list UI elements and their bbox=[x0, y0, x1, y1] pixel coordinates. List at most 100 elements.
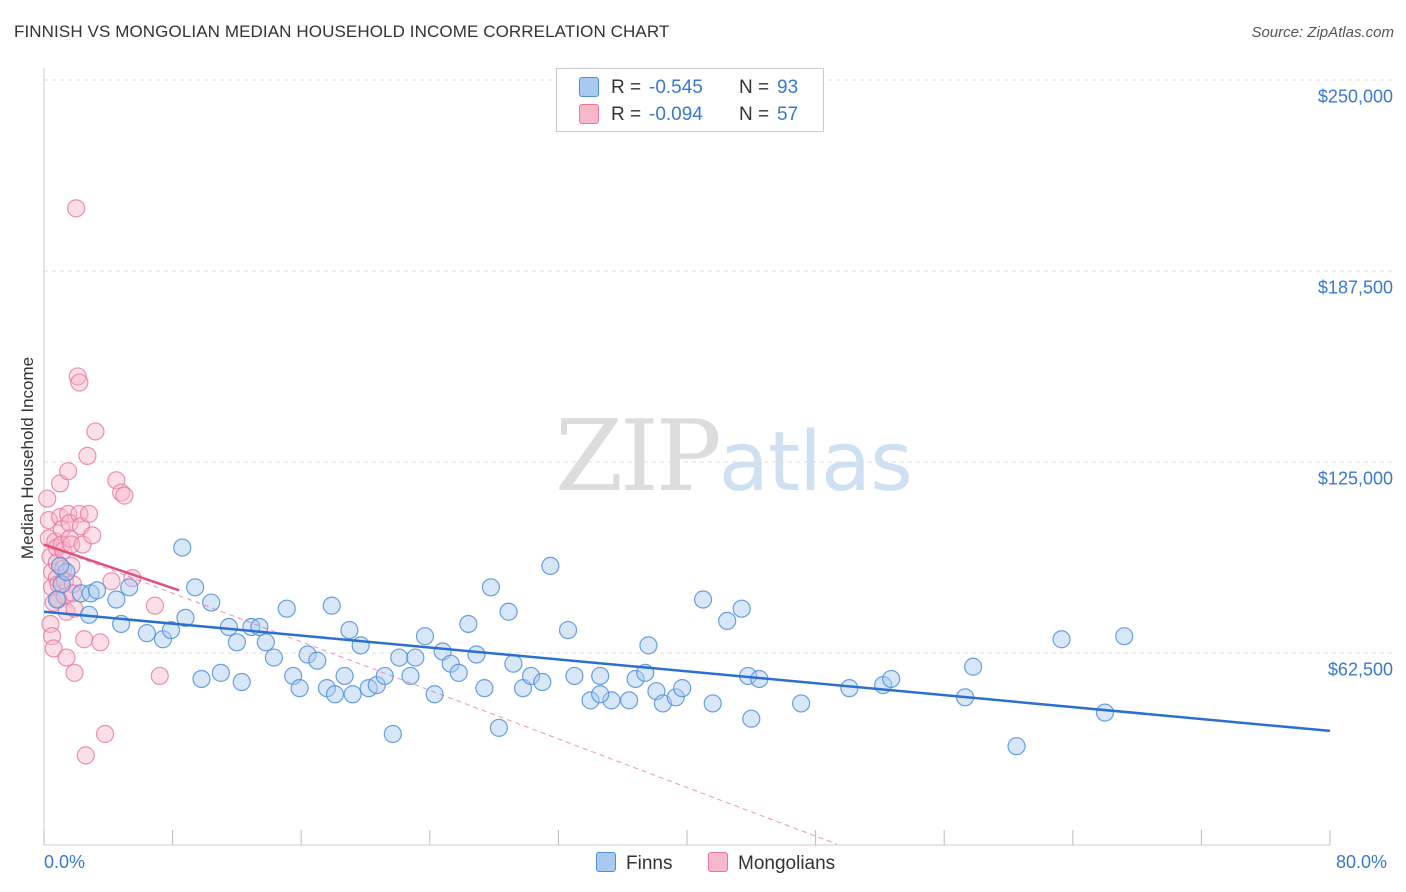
finns-point bbox=[703, 694, 722, 713]
source-label: Source: ZipAtlas.com bbox=[1251, 24, 1394, 41]
finns-point bbox=[87, 581, 107, 600]
finns-point bbox=[504, 654, 523, 673]
finns-point bbox=[1052, 630, 1071, 649]
finns-point bbox=[219, 617, 238, 637]
mongolians-point bbox=[70, 373, 89, 392]
mongolians-point bbox=[68, 367, 87, 386]
finns-point bbox=[964, 657, 983, 676]
mongolians-point bbox=[102, 572, 121, 591]
correlation-legend: R = -0.545 N = 93 R = -0.094 N = 57 bbox=[556, 68, 824, 132]
finns-point bbox=[1115, 627, 1134, 646]
y-axis-label: Median Household Income bbox=[18, 356, 37, 560]
finns-point bbox=[176, 608, 195, 627]
watermark: ZIPatlas bbox=[555, 400, 913, 514]
legend-item-mongolians: Mongolians bbox=[708, 852, 835, 875]
finns-point bbox=[693, 590, 713, 609]
finns-point bbox=[232, 672, 251, 692]
y-tick-label: $62,500 bbox=[1327, 659, 1393, 680]
mongolians-point bbox=[39, 510, 58, 530]
mongolians-point bbox=[44, 639, 63, 658]
watermark-zip: ZIP bbox=[555, 400, 722, 514]
finns-point bbox=[732, 599, 751, 618]
finns-point bbox=[602, 691, 621, 710]
finns-point bbox=[449, 663, 468, 682]
finns-point bbox=[383, 724, 402, 744]
finns-point bbox=[50, 556, 70, 576]
finns-point bbox=[322, 596, 341, 615]
mongolians-point bbox=[38, 489, 57, 508]
finns-point bbox=[591, 666, 610, 686]
finns-point bbox=[256, 633, 275, 652]
finns-point bbox=[173, 538, 192, 557]
finns-point bbox=[541, 556, 560, 576]
finns-point bbox=[415, 627, 435, 646]
finns-point bbox=[673, 679, 692, 698]
finns-point bbox=[626, 669, 645, 689]
y-tick-label: $187,500 bbox=[1317, 277, 1393, 298]
mongolians-point bbox=[73, 535, 92, 554]
finns-point bbox=[558, 620, 578, 640]
mongolians-point bbox=[91, 633, 110, 652]
finns-point bbox=[406, 648, 425, 667]
finns-point bbox=[335, 666, 354, 686]
finns-point bbox=[277, 599, 296, 618]
finns-point bbox=[481, 578, 500, 597]
mongolians-point bbox=[78, 446, 97, 465]
mongolians-trend-line bbox=[43, 543, 180, 592]
finns-swatch bbox=[579, 77, 599, 97]
finns-point bbox=[137, 624, 156, 643]
x-tick-label: 80.0% bbox=[1336, 852, 1388, 872]
legend-r-value: -0.094 bbox=[649, 104, 703, 125]
legend-item-finns: Finns bbox=[596, 852, 672, 875]
finns-point bbox=[161, 620, 181, 640]
finns-point bbox=[591, 685, 610, 704]
legend-r-value: -0.545 bbox=[649, 77, 703, 98]
finns-point bbox=[298, 645, 317, 664]
finns-point bbox=[186, 578, 205, 597]
finns-point bbox=[308, 651, 327, 670]
mongolians-point bbox=[79, 504, 99, 524]
finns-point bbox=[459, 614, 478, 634]
mongolians-point bbox=[83, 526, 102, 545]
finns-point bbox=[107, 590, 126, 609]
finns-point bbox=[343, 685, 362, 704]
finns-point bbox=[425, 685, 444, 704]
mongolians-point bbox=[75, 630, 94, 649]
finns-point bbox=[489, 718, 509, 737]
legend-r-label: R = bbox=[611, 104, 642, 125]
finns-point bbox=[47, 590, 66, 609]
finns-point bbox=[639, 636, 658, 655]
mongolians-point bbox=[65, 663, 84, 682]
finns-point bbox=[533, 672, 552, 692]
mongolians-point bbox=[145, 596, 165, 615]
mongolians-trend-extended bbox=[43, 544, 837, 845]
mongolians-legend-label: Mongolians bbox=[738, 853, 836, 874]
finns-point bbox=[1095, 703, 1115, 722]
finns-point bbox=[467, 645, 486, 664]
legend-r-label: R = bbox=[611, 77, 642, 98]
x-tick-label: 0.0% bbox=[44, 852, 86, 872]
finns-point bbox=[120, 578, 139, 597]
y-tick-label: $250,000 bbox=[1317, 86, 1393, 107]
finns-point bbox=[390, 648, 409, 667]
mongolians-point bbox=[95, 724, 115, 744]
chart-title: FINNISH VS MONGOLIAN MEDIAN HOUSEHOLD IN… bbox=[14, 22, 670, 41]
finns-point bbox=[290, 679, 309, 698]
finns-legend-label: Finns bbox=[626, 853, 673, 874]
legend-n-value: 57 bbox=[777, 104, 799, 125]
mongolians-point bbox=[60, 514, 79, 533]
finns-point bbox=[620, 691, 639, 710]
mongolians-point bbox=[67, 199, 86, 218]
mongolians-point bbox=[150, 666, 169, 686]
mongolians-swatch bbox=[579, 104, 599, 124]
mongolians-point bbox=[86, 422, 105, 441]
finns-point bbox=[340, 620, 359, 640]
finns-point bbox=[581, 691, 600, 710]
mongolians-point bbox=[115, 486, 134, 505]
legend-n-value: 93 bbox=[777, 77, 799, 98]
finns-point bbox=[882, 669, 901, 689]
mongolians-legend-swatch bbox=[708, 852, 728, 872]
legend-n-label: N = bbox=[739, 77, 770, 98]
mongolians-point bbox=[76, 746, 95, 765]
